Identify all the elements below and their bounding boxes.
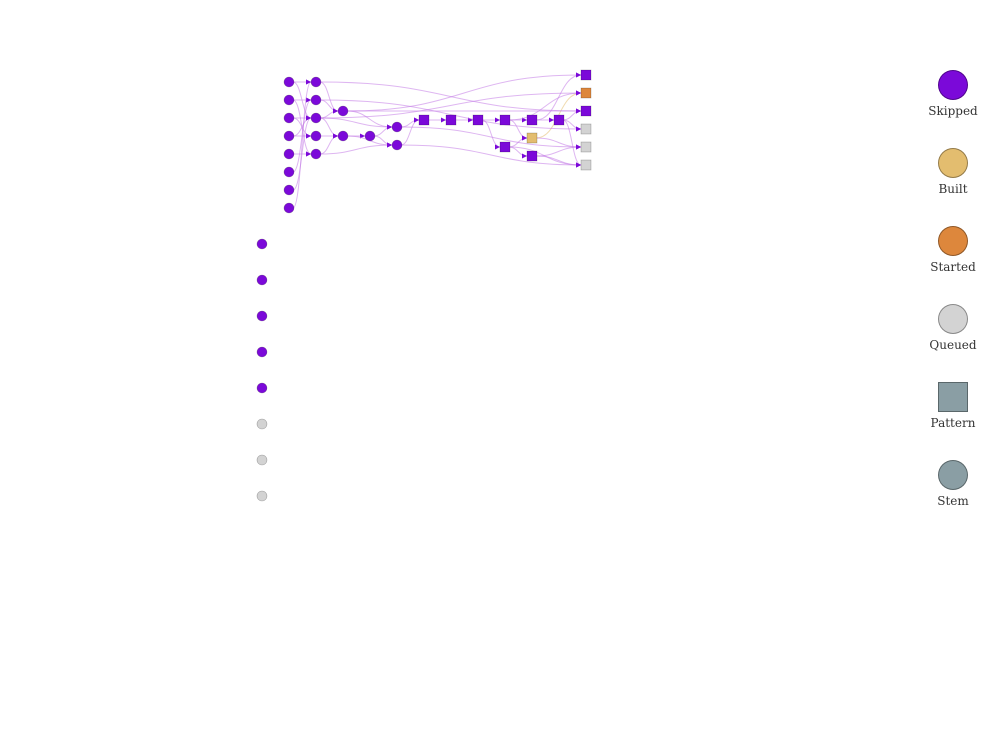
stem-node[interactable] bbox=[310, 94, 322, 106]
legend-label-queued: Queued bbox=[929, 338, 977, 352]
stem-node[interactable] bbox=[256, 274, 268, 286]
stem-node[interactable] bbox=[337, 105, 349, 117]
legend-swatch-skipped bbox=[938, 70, 968, 100]
pattern-node[interactable] bbox=[580, 159, 592, 171]
edge-b1-c1 bbox=[319, 81, 339, 114]
stem-node[interactable] bbox=[283, 184, 295, 196]
stem-node[interactable] bbox=[283, 112, 295, 124]
stem-node[interactable] bbox=[256, 418, 268, 430]
stem-node[interactable] bbox=[283, 166, 295, 178]
stem-node[interactable] bbox=[283, 76, 295, 88]
edge-b3-q2 bbox=[319, 90, 582, 119]
stem-node[interactable] bbox=[256, 490, 268, 502]
edge-e2-p1 bbox=[400, 117, 420, 146]
edge-c1-q1 bbox=[346, 72, 582, 112]
pattern-node[interactable] bbox=[526, 132, 538, 144]
pattern-node[interactable] bbox=[445, 114, 457, 126]
stem-node[interactable] bbox=[310, 76, 322, 88]
edge-p3-p5 bbox=[481, 119, 501, 150]
edge-d1-e2 bbox=[373, 135, 393, 148]
pattern-node[interactable] bbox=[580, 87, 592, 99]
stem-node[interactable] bbox=[391, 121, 403, 133]
edge-a6-b2 bbox=[292, 97, 312, 173]
legend-swatch-built bbox=[938, 148, 968, 178]
edge-a8-b1 bbox=[292, 79, 312, 209]
edge-c1-e1 bbox=[346, 110, 393, 130]
legend-label-skipped: Skipped bbox=[928, 104, 978, 118]
edge-p4-q2 bbox=[508, 90, 582, 121]
stem-node[interactable] bbox=[256, 454, 268, 466]
stem-node[interactable] bbox=[391, 139, 403, 151]
stem-node[interactable] bbox=[256, 310, 268, 322]
legend-swatch-queued bbox=[938, 304, 968, 334]
edge-b3-c2 bbox=[319, 117, 339, 139]
pattern-node[interactable] bbox=[580, 69, 592, 81]
legend-item-skipped: Skipped bbox=[918, 62, 988, 140]
pattern-node[interactable] bbox=[499, 141, 511, 153]
edge-b2-q4 bbox=[319, 99, 582, 132]
pattern-node[interactable] bbox=[472, 114, 484, 126]
stem-node[interactable] bbox=[310, 148, 322, 160]
legend-item-built: Built bbox=[918, 140, 988, 218]
stem-node[interactable] bbox=[310, 112, 322, 124]
pattern-node[interactable] bbox=[418, 114, 430, 126]
edge-p9-q6 bbox=[562, 119, 582, 168]
stem-node[interactable] bbox=[364, 130, 376, 142]
stem-node[interactable] bbox=[283, 130, 295, 142]
pattern-node[interactable] bbox=[526, 114, 538, 126]
stem-node[interactable] bbox=[283, 94, 295, 106]
edge-p9-q3 bbox=[562, 108, 582, 121]
graph-nodes bbox=[256, 69, 592, 502]
legend-item-pattern: Pattern bbox=[918, 374, 988, 452]
edge-a4-b3 bbox=[292, 115, 312, 137]
stem-node[interactable] bbox=[337, 130, 349, 142]
edge-e1-q5 bbox=[400, 126, 582, 150]
pattern-node[interactable] bbox=[499, 114, 511, 126]
pattern-node[interactable] bbox=[580, 105, 592, 117]
legend-item-started: Started bbox=[918, 218, 988, 296]
stem-node[interactable] bbox=[256, 346, 268, 358]
pattern-node[interactable] bbox=[580, 123, 592, 135]
edge-b5-e2 bbox=[319, 142, 393, 155]
stem-node[interactable] bbox=[256, 238, 268, 250]
legend-label-started: Started bbox=[930, 260, 976, 274]
edge-p4-p7 bbox=[508, 119, 528, 141]
legend-swatch-stem bbox=[938, 460, 968, 490]
edge-b3-c1 bbox=[319, 108, 339, 119]
pattern-node[interactable] bbox=[553, 114, 565, 126]
stem-node[interactable] bbox=[283, 148, 295, 160]
legend: Skipped Built Started Queued Pattern Ste… bbox=[918, 62, 988, 530]
stem-node[interactable] bbox=[283, 202, 295, 214]
stem-node[interactable] bbox=[256, 382, 268, 394]
pattern-node[interactable] bbox=[526, 150, 538, 162]
edge-d1-e1 bbox=[373, 124, 393, 137]
legend-label-pattern: Pattern bbox=[930, 416, 976, 430]
legend-swatch-pattern bbox=[938, 382, 968, 412]
stem-node[interactable] bbox=[310, 130, 322, 142]
edge-b5-c2 bbox=[319, 133, 339, 155]
edge-b1-q3 bbox=[319, 81, 582, 114]
legend-swatch-started bbox=[938, 226, 968, 256]
legend-item-queued: Queued bbox=[918, 296, 988, 374]
legend-label-stem: Stem bbox=[937, 494, 969, 508]
edge-p5-q6 bbox=[508, 146, 582, 168]
legend-label-built: Built bbox=[938, 182, 968, 196]
pattern-node[interactable] bbox=[580, 141, 592, 153]
legend-item-stem: Stem bbox=[918, 452, 988, 530]
edge-e2-q6 bbox=[400, 144, 582, 168]
graph-edges bbox=[292, 72, 582, 209]
